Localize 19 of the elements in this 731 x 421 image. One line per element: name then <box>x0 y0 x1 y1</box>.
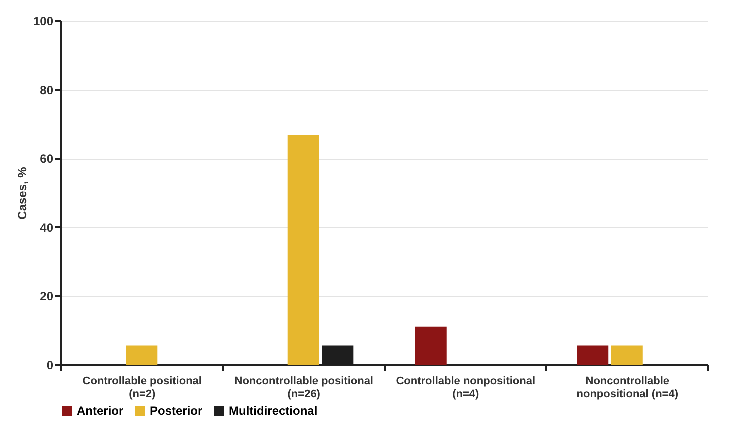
y-axis-title: Cases, % <box>15 166 30 220</box>
legend-label: Anterior <box>77 404 124 418</box>
y-tick-label: 0 <box>46 358 54 372</box>
bar <box>415 326 447 365</box>
x-tick-label: Controllable positional (n=2) <box>82 376 202 400</box>
x-tick-label: Controllable nonpositional (n=4) <box>396 376 536 400</box>
bar <box>288 136 320 365</box>
y-tick-label: 60 <box>40 152 54 166</box>
y-tick-label: 20 <box>40 290 54 304</box>
y-tick-label: 100 <box>33 14 54 28</box>
bar <box>577 346 609 365</box>
y-tick-label: 40 <box>40 220 54 235</box>
bar <box>611 346 643 365</box>
y-tick-label: 80 <box>40 83 54 98</box>
legend-label: Multidirectional <box>229 404 318 418</box>
legend-label: Posterior <box>150 404 204 418</box>
bar <box>126 346 158 365</box>
x-tick-label: Noncontrollable positional (n=26) <box>234 376 374 400</box>
x-tick-label: Noncontrollable nonpositional (n=4) <box>576 376 679 400</box>
